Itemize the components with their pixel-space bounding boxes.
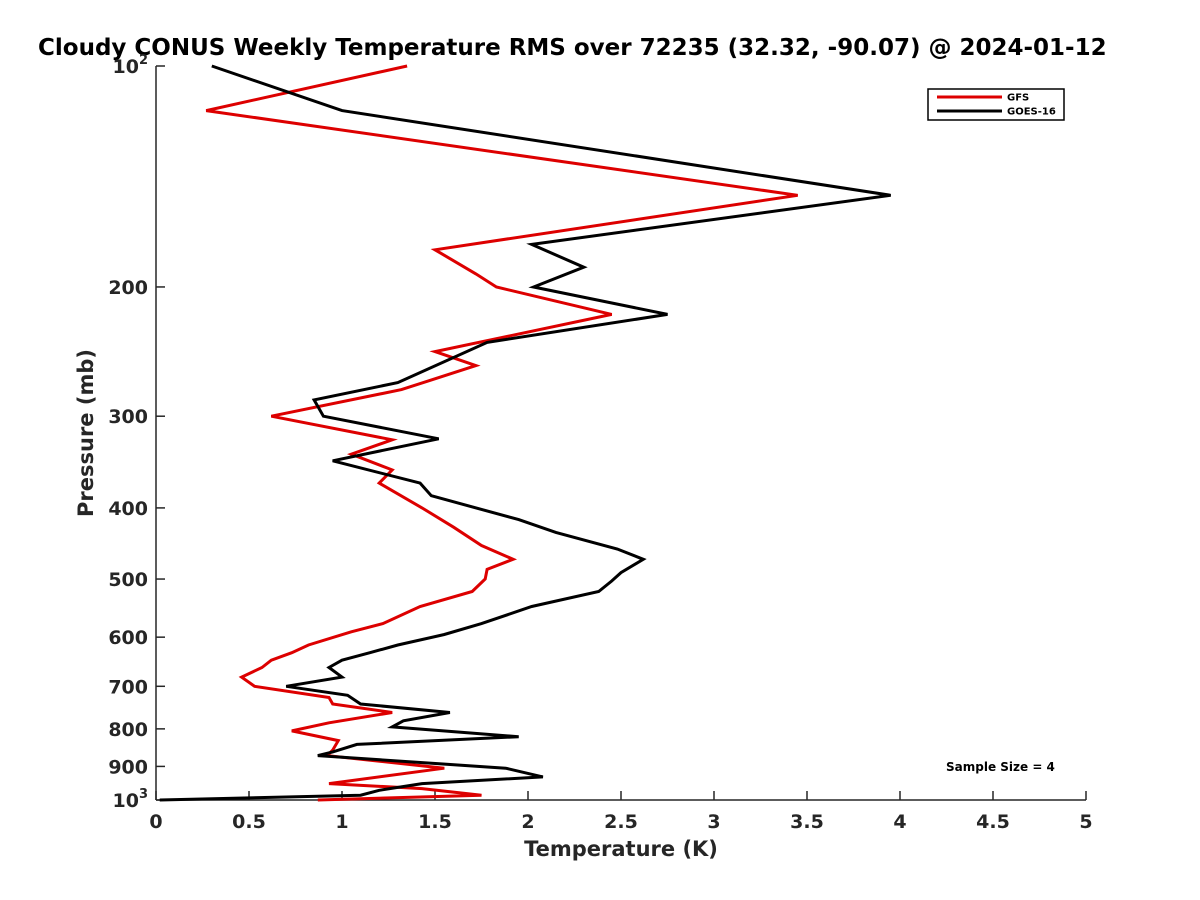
y-tick-label: 600 xyxy=(108,627,148,649)
sample-size-annotation: Sample Size = 4 xyxy=(946,760,1055,774)
x-tick-label: 4.5 xyxy=(976,811,1010,833)
y-axis-label: Pressure (mb) xyxy=(74,349,98,517)
x-axis-label: Temperature (K) xyxy=(524,837,718,861)
x-tick-label: 3 xyxy=(707,811,720,833)
y-tick-label: 103 xyxy=(113,787,149,812)
legend-label: GOES-16 xyxy=(1007,107,1056,118)
x-tick-label: 2.5 xyxy=(604,811,638,833)
x-tick-label: 1.5 xyxy=(418,811,452,833)
series-lines xyxy=(159,64,891,802)
y-tick-label: 700 xyxy=(108,676,148,698)
x-tick-label: 4 xyxy=(893,811,906,833)
y-tick-label: 900 xyxy=(108,756,148,778)
x-tick-label: 0 xyxy=(149,811,162,833)
y-tick-label: 500 xyxy=(108,569,148,591)
y-tick-label: 102 xyxy=(113,53,149,78)
x-tick-label: 3.5 xyxy=(790,811,824,833)
x-axis-ticks: 0 0.5 1 1.5 2 2.5 3 3.5 4 4.5 5 xyxy=(149,791,1093,833)
legend-box xyxy=(927,88,1065,121)
x-tick-label: 0.5 xyxy=(232,811,266,833)
x-tick-label: 1 xyxy=(335,811,348,833)
legend-label: GFS xyxy=(1007,93,1029,104)
y-tick-label: 800 xyxy=(108,719,148,741)
series-line-gfs xyxy=(205,64,798,802)
legend-items: GFS GOES-16 xyxy=(937,93,1056,118)
legend: GFS GOES-16 xyxy=(927,88,1065,121)
chart-title: Cloudy CONUS Weekly Temperature RMS over… xyxy=(38,35,1107,61)
y-tick-label: 400 xyxy=(108,498,148,520)
x-tick-label: 5 xyxy=(1079,811,1092,833)
y-tick-label: 300 xyxy=(108,406,148,428)
series-line-goes-16 xyxy=(159,64,891,802)
plot-area: 0 0.5 1 1.5 2 2.5 3 3.5 4 4.5 5 102 200 300 400 500 600… xyxy=(108,53,1092,833)
x-tick-label: 2 xyxy=(521,811,534,833)
y-tick-label: 200 xyxy=(108,277,148,299)
y-axis-ticks: 102 200 300 400 500 600 700 800 900 103 xyxy=(108,53,165,812)
